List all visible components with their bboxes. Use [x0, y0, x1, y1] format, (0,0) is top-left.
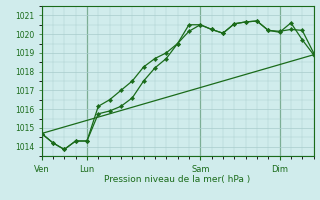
X-axis label: Pression niveau de la mer( hPa ): Pression niveau de la mer( hPa ): [104, 175, 251, 184]
